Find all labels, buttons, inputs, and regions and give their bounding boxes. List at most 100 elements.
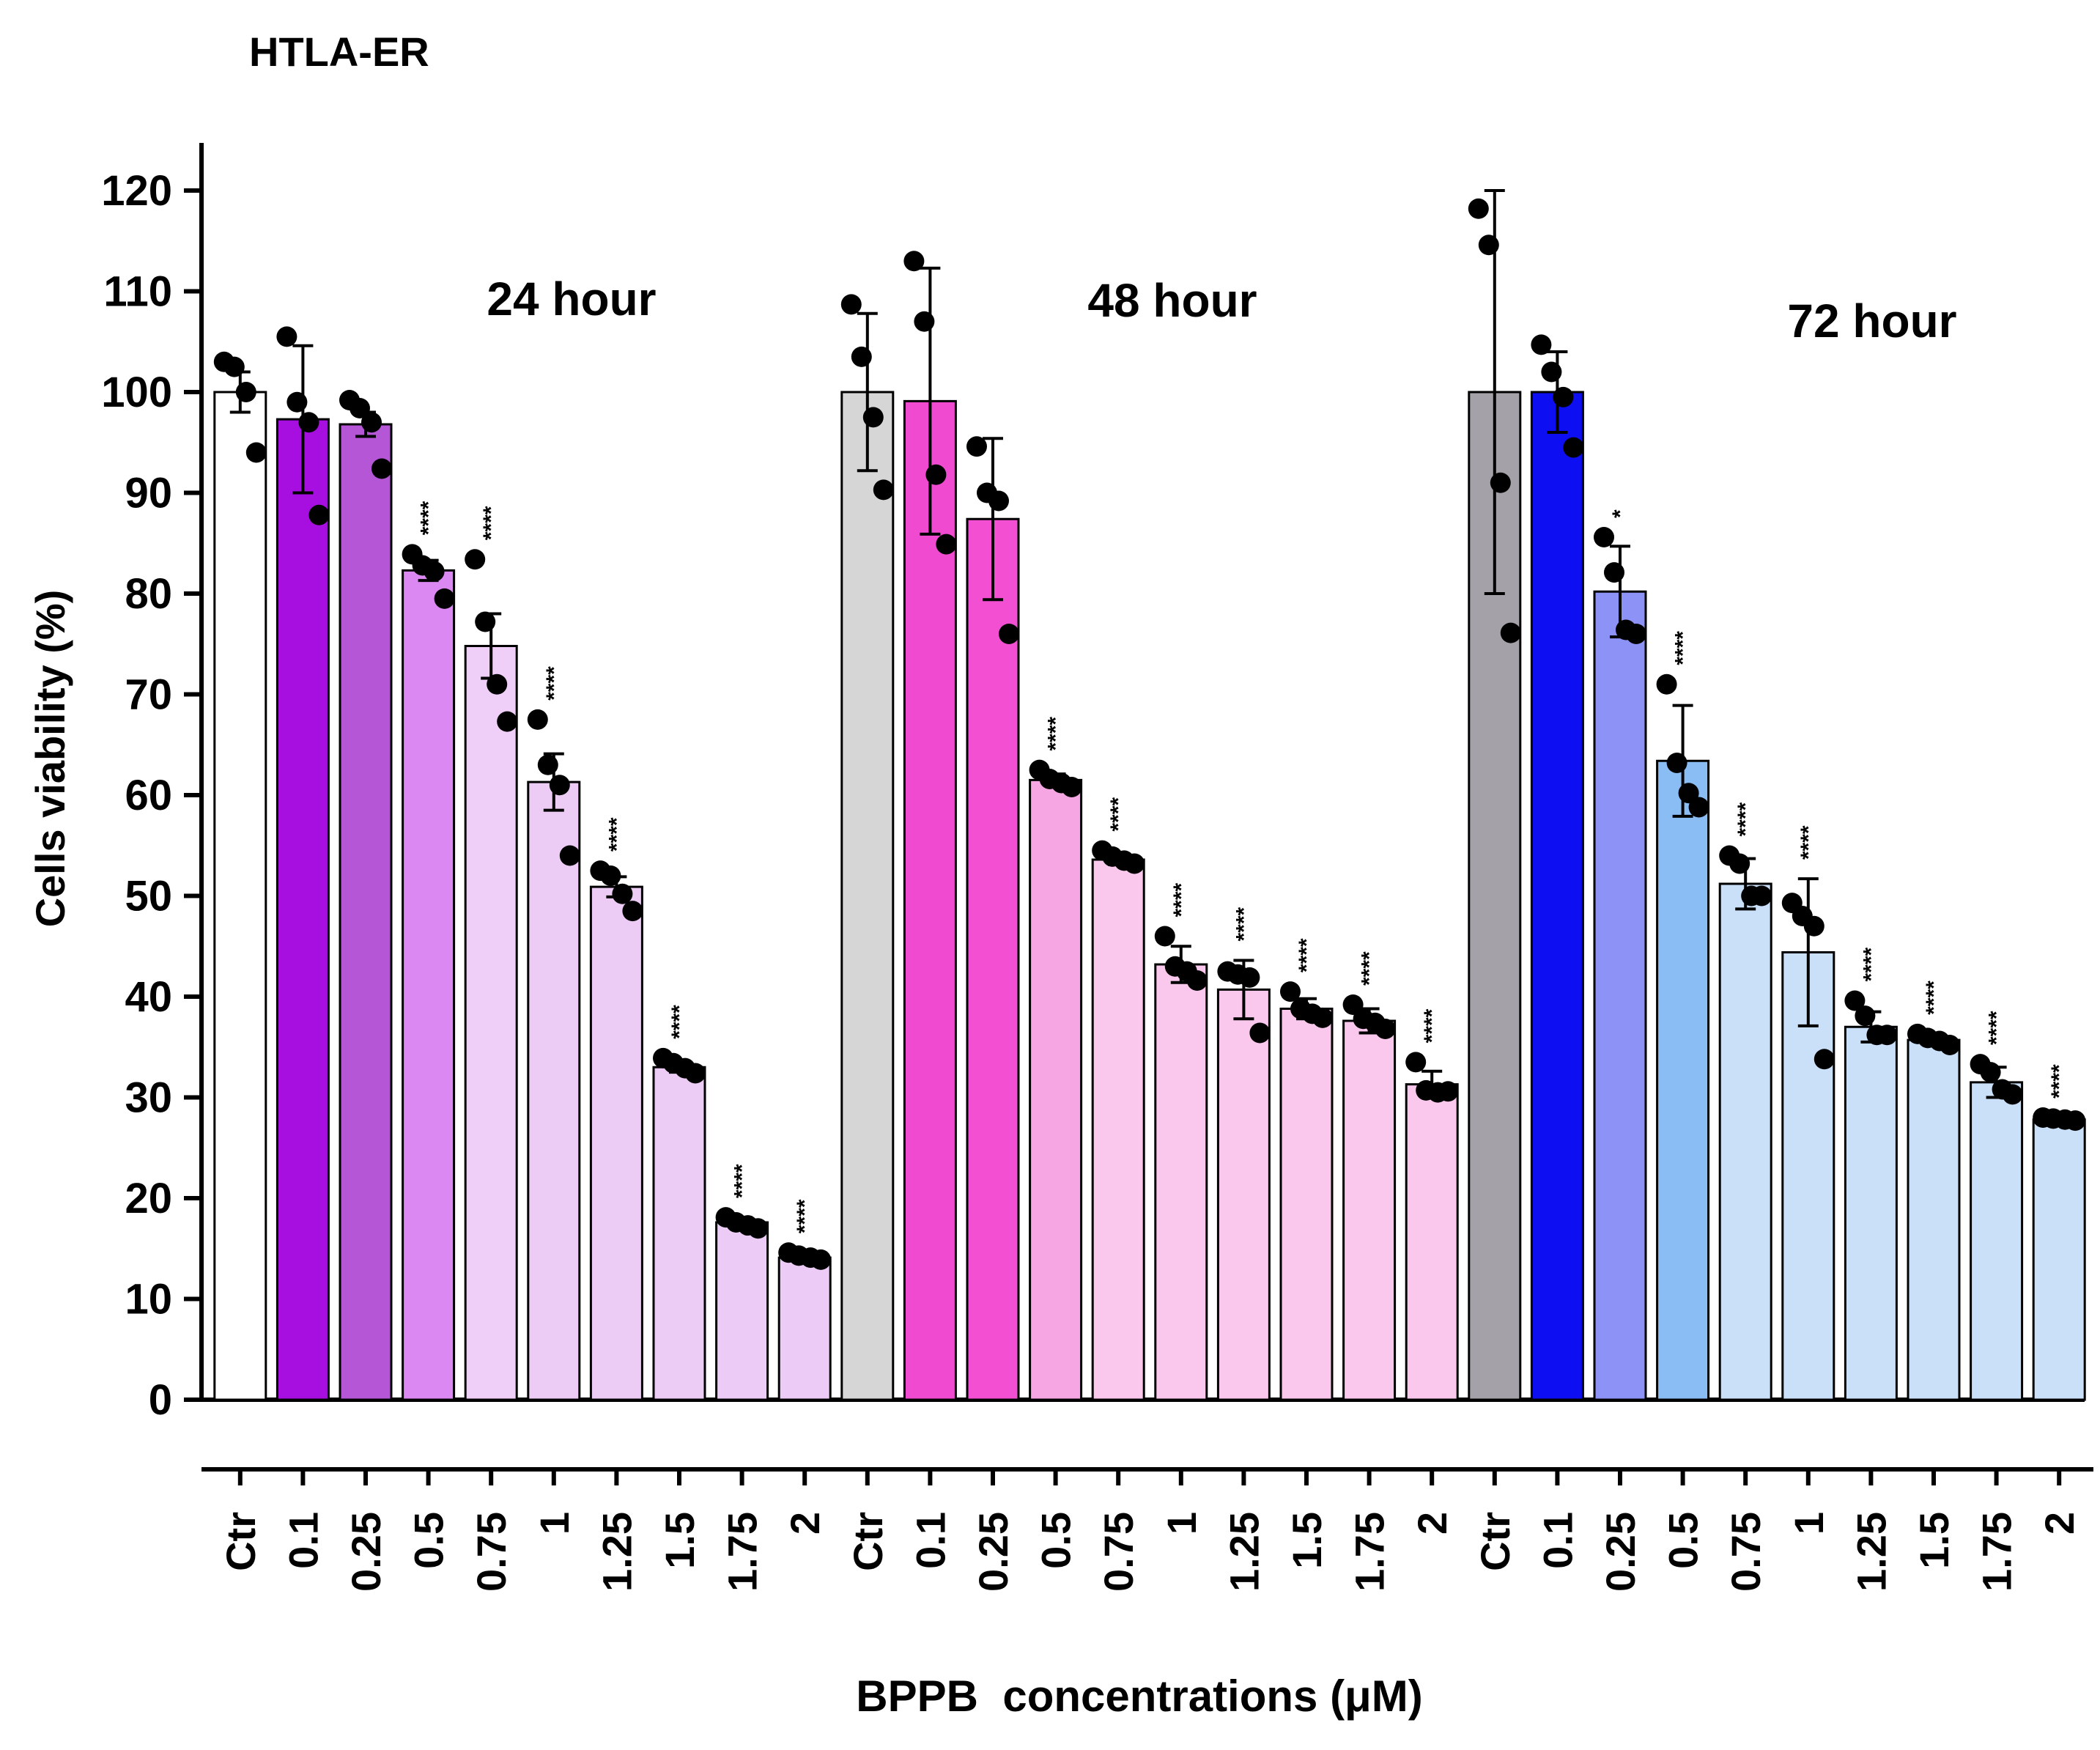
data-point: [1803, 915, 1824, 937]
x-tick-label: 0.25: [1597, 1512, 1644, 1592]
x-tick-label: 1.25: [1221, 1512, 1267, 1592]
x-tick-label: 1.75: [1974, 1512, 2020, 1592]
y-tick-label: 90: [125, 470, 172, 517]
data-point: [966, 436, 987, 457]
data-point: [1688, 797, 1709, 818]
data-point: [1626, 624, 1646, 644]
x-tick-label: 0.1: [280, 1512, 326, 1569]
significance-label: ****: [417, 501, 441, 535]
x-tick-label: Ctr: [218, 1512, 264, 1571]
data-point: [1666, 753, 1687, 773]
x-tick-label: 0.25: [970, 1512, 1016, 1592]
bar: [1907, 1038, 1961, 1401]
y-tick-label: 40: [125, 973, 172, 1021]
bar: [715, 1221, 769, 1401]
data-point: [1186, 970, 1208, 991]
data-point: [1678, 783, 1699, 804]
data-point: [685, 1063, 706, 1084]
bar: [1530, 391, 1584, 1401]
y-tick-label: 70: [125, 671, 172, 719]
bar: [1216, 988, 1271, 1401]
x-tick-label: 0.25: [343, 1512, 389, 1592]
x-tick-label: Ctr: [845, 1512, 891, 1571]
x-tick-label: 0.5: [406, 1512, 452, 1569]
y-tick-label: 30: [125, 1074, 172, 1122]
data-point: [903, 251, 925, 272]
significance-label: ****: [793, 1199, 817, 1233]
bar: [1029, 778, 1083, 1401]
data-point: [1478, 235, 1499, 256]
data-point: [371, 458, 392, 479]
data-point: [424, 561, 445, 582]
significance-label: ****: [1358, 951, 1382, 986]
data-point: [286, 391, 308, 413]
bar: [339, 423, 393, 1401]
data-point: [1844, 990, 1866, 1011]
x-tick-label: 0.75: [468, 1512, 514, 1592]
y-tick-label: 60: [125, 772, 172, 819]
data-point: [1656, 673, 1677, 695]
x-tick-label: 1.25: [594, 1512, 640, 1592]
data-point: [1594, 527, 1614, 547]
data-point: [810, 1249, 832, 1270]
x-tick-label: 0.75: [1723, 1512, 1769, 1592]
data-point: [549, 775, 570, 796]
data-point: [276, 326, 297, 347]
significance-label: ****: [2047, 1064, 2071, 1099]
significance-label: ****: [542, 666, 566, 701]
y-axis-label: Cells viability (%): [27, 590, 73, 928]
bar: [1154, 963, 1208, 1401]
bar: [276, 418, 330, 1401]
data-point: [936, 534, 957, 555]
data-point: [361, 412, 382, 433]
data-point: [1877, 1024, 1898, 1046]
x-tick-label: 1.25: [1848, 1512, 1894, 1592]
x-tick-label: 2: [1409, 1512, 1455, 1535]
plot-area: 0 10 20 30 40 50 60 70 80 90 100 110 120 24 hour Ctr 0.…: [101, 143, 2093, 1592]
data-point: [612, 883, 633, 904]
x-tick-label: 1: [1158, 1512, 1205, 1535]
data-point: [1438, 1081, 1459, 1102]
group-label: 24 hour: [487, 273, 656, 325]
x-tick-label: 2: [782, 1512, 828, 1535]
data-point: [600, 865, 621, 886]
data-point: [1312, 1007, 1333, 1028]
data-point: [1061, 777, 1082, 797]
data-point: [1751, 885, 1772, 907]
significance-label: ****: [1232, 907, 1256, 941]
bar: [589, 885, 643, 1401]
data-point: [559, 845, 580, 866]
data-point: [308, 504, 330, 525]
x-tick-label: 2: [2036, 1512, 2082, 1535]
data-point: [350, 398, 370, 418]
data-point: [2002, 1084, 2023, 1105]
y-tick-label: 20: [125, 1175, 172, 1222]
x-tick-label: 1.5: [1284, 1512, 1330, 1569]
significance-label: ****: [479, 506, 503, 540]
bar: [840, 391, 895, 1401]
significance-label: ****: [731, 1164, 755, 1198]
bar: [1405, 1083, 1459, 1401]
significance-label: *: [1608, 509, 1633, 518]
data-point: [999, 624, 1019, 644]
data-point: [1980, 1062, 2001, 1083]
data-point: [1239, 967, 1260, 988]
bar: [1656, 759, 1710, 1401]
y-tick-label: 10: [125, 1276, 172, 1323]
bar: [1593, 590, 1647, 1401]
bar: [1970, 1081, 2024, 1401]
bar: [464, 645, 518, 1401]
data-point: [537, 754, 558, 775]
significance-label: ****: [1420, 1008, 1444, 1043]
x-tick-label: 0.5: [1660, 1512, 1707, 1569]
bar: [652, 1066, 706, 1401]
bar: [966, 517, 1020, 1401]
bar: [777, 1256, 832, 1401]
significance-label: ****: [1734, 802, 1758, 836]
x-tick-label: 1: [1786, 1512, 1832, 1535]
data-point: [622, 901, 643, 922]
bar: [1718, 882, 1772, 1401]
x-tick-label: 0.1: [907, 1512, 953, 1569]
data-point: [2065, 1110, 2086, 1131]
bar: [2032, 1118, 2086, 1401]
